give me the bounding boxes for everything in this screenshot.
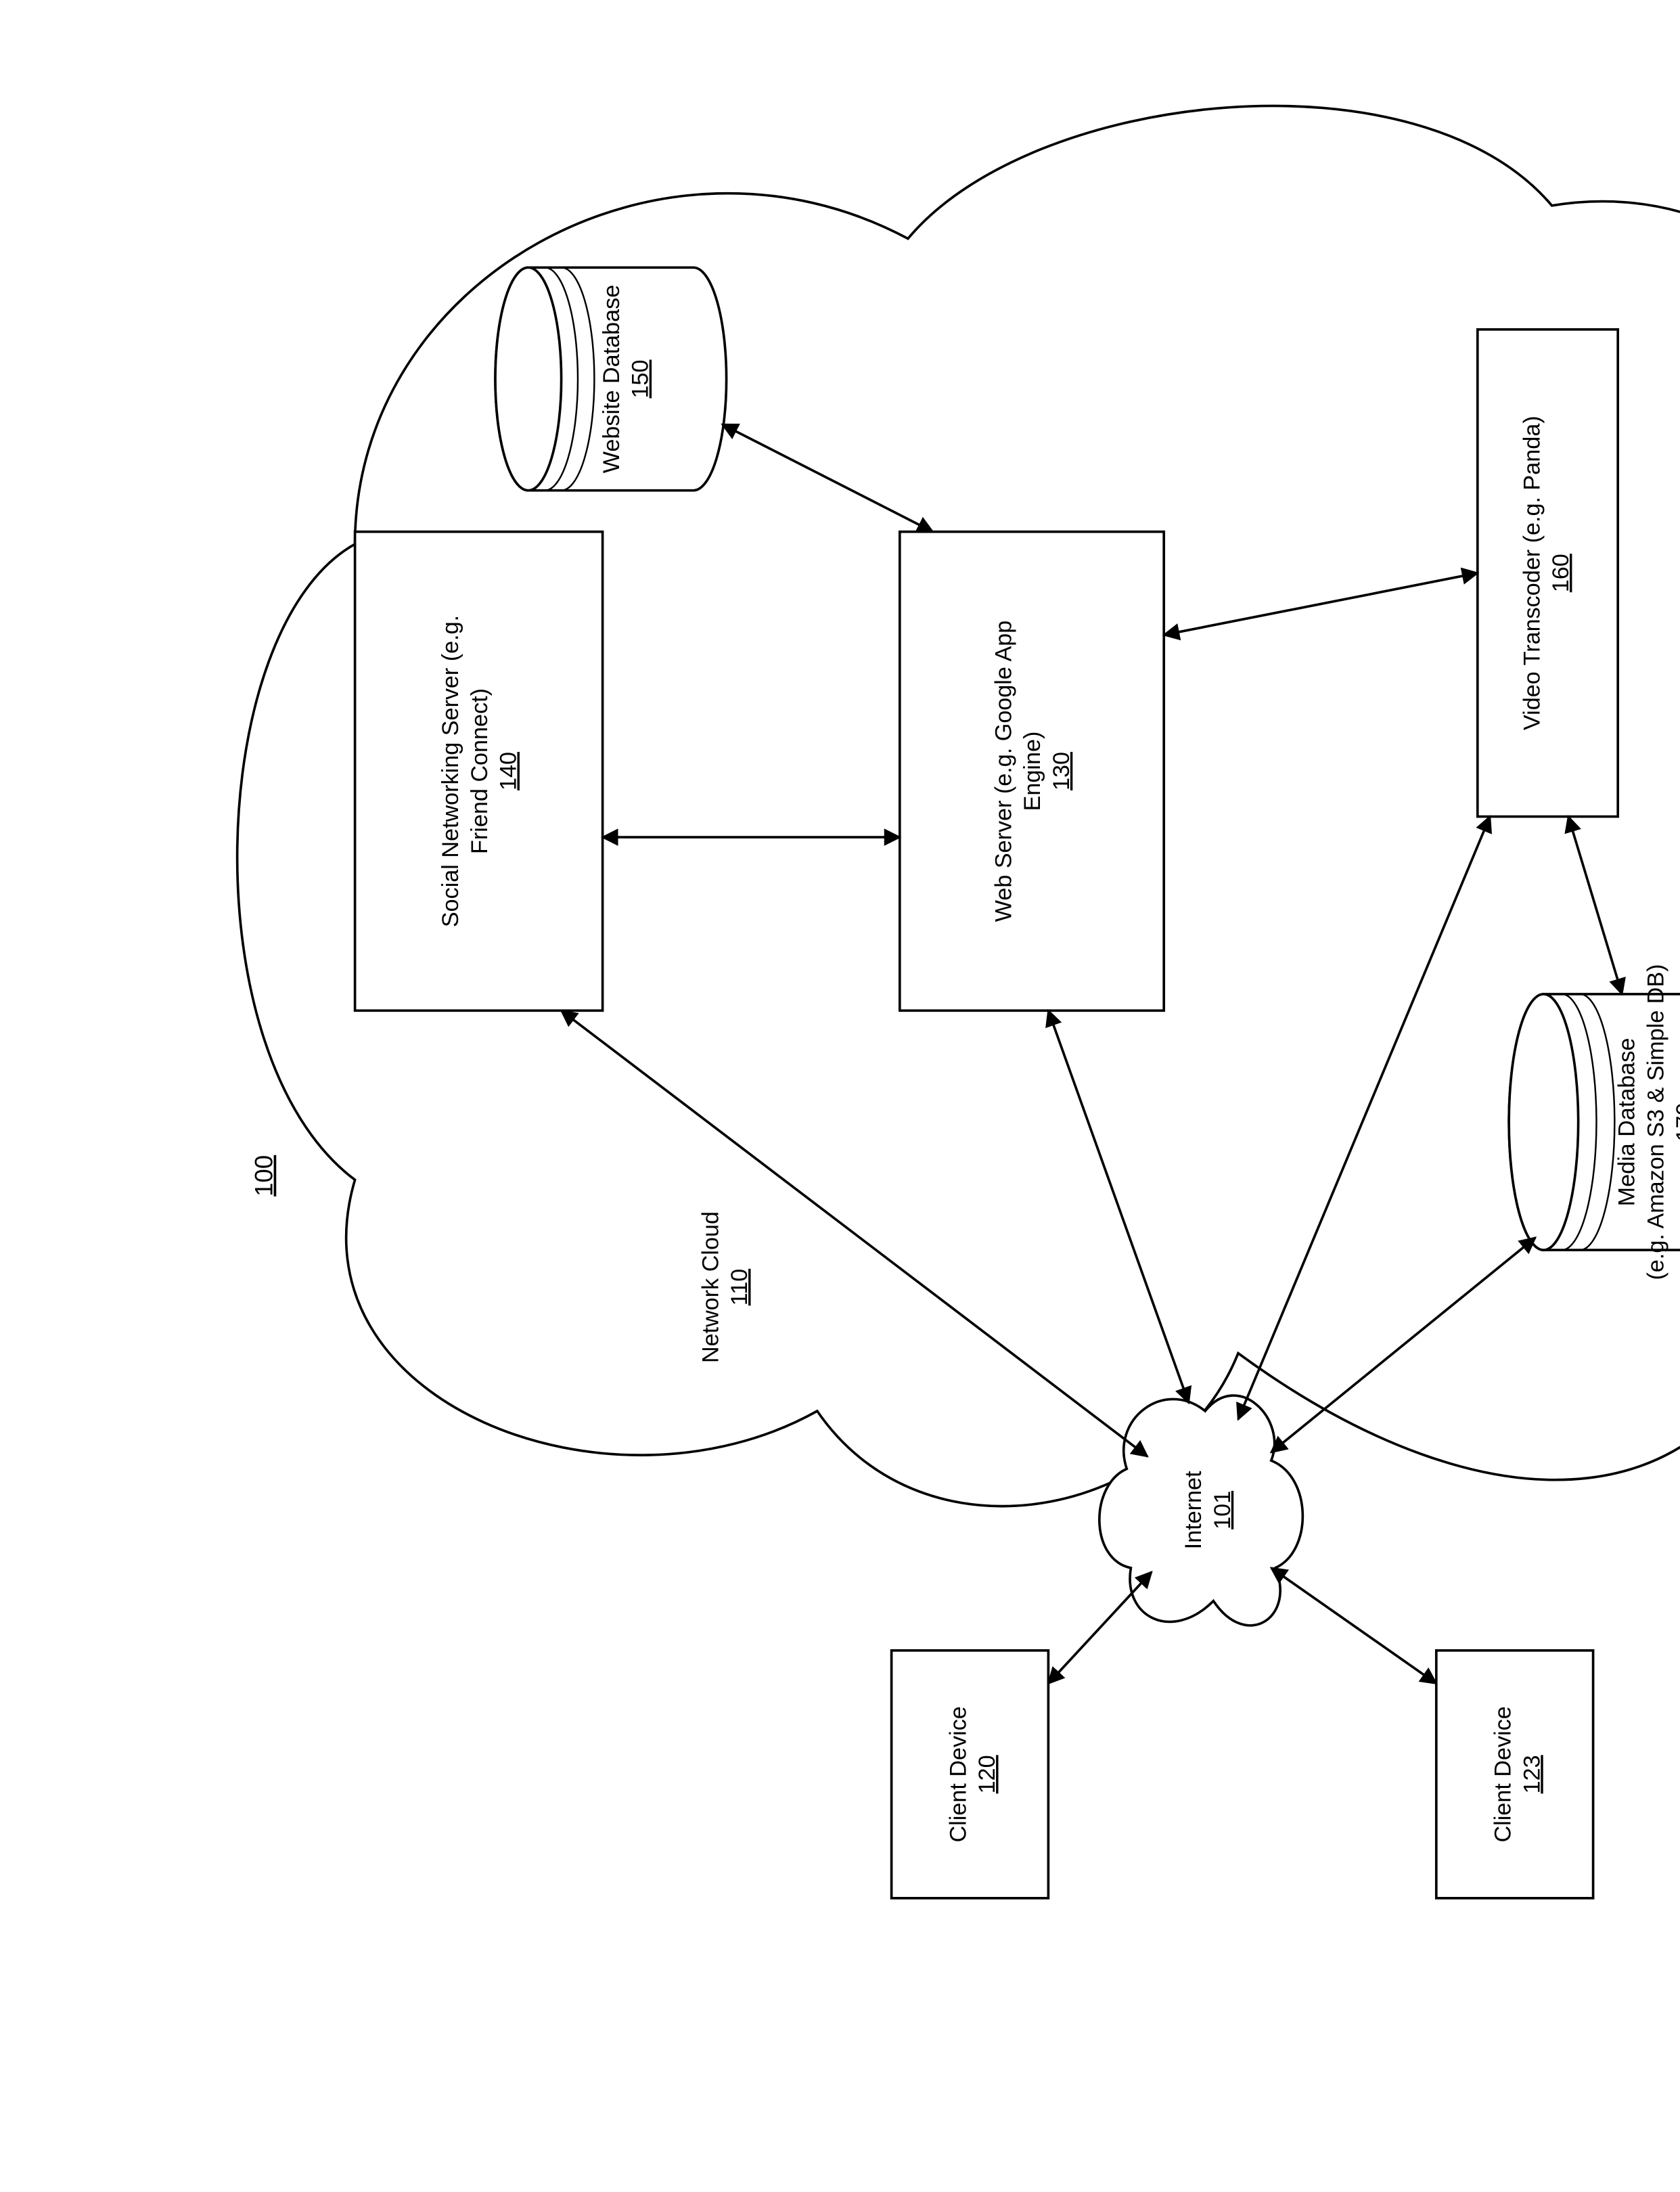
website-db-label: Website Database: [599, 285, 625, 473]
web-ref: 130: [1049, 752, 1074, 790]
edge-internet-transcoder: [1238, 817, 1490, 1420]
transcoder-label: Video Transcoder (e.g. Panda): [1519, 416, 1545, 730]
client-device-120: Client Device 120: [892, 1651, 1049, 1898]
media-db: Media Database (e.g. Amazon S3 & Simple …: [1509, 964, 1680, 1280]
client-device-123: Client Device 123: [1436, 1651, 1593, 1898]
social-ref: 140: [495, 752, 521, 790]
web-label2: Engine): [1020, 732, 1045, 811]
network-cloud-label: Network Cloud: [698, 1211, 723, 1363]
network-cloud-ref: 110: [727, 1269, 752, 1305]
web-server-box: Web Server (e.g. Google App Engine) 130: [900, 532, 1164, 1011]
client1-label: Client Device: [945, 1706, 971, 1842]
edge-client1-internet: [1048, 1572, 1152, 1684]
edge-internet-web: [1048, 1010, 1188, 1403]
system-ref: 100: [250, 1155, 278, 1196]
edge-transcoder-mediadb: [1568, 817, 1622, 994]
edge-internet-mediadb: [1271, 1238, 1535, 1452]
edge-internet-social: [562, 1010, 1148, 1456]
client1-ref: 120: [974, 1755, 1000, 1793]
website-db: Website Database 150: [495, 267, 727, 490]
diagram-canvas: Network Cloud 110 100 Internet 101 Clien…: [0, 0, 1680, 2192]
edge-client2-internet: [1271, 1568, 1436, 1684]
website-db-ref: 150: [628, 360, 654, 399]
transcoder-ref: 160: [1548, 554, 1574, 592]
social-server-box: Social Networking Server (e.g. Friend Co…: [355, 532, 603, 1011]
internet-ref: 101: [1210, 1491, 1235, 1529]
web-label1: Web Server (e.g. Google App: [991, 621, 1017, 922]
transcoder-box: Video Transcoder (e.g. Panda) 160: [1478, 330, 1618, 817]
media-db-ref: 170: [1672, 1103, 1680, 1142]
edge-web-websitedb: [723, 424, 933, 532]
media-db-label1: Media Database: [1614, 1038, 1640, 1207]
social-label1: Social Networking Server (e.g.: [438, 615, 463, 927]
internet-label: Internet: [1181, 1471, 1206, 1549]
client2-label: Client Device: [1491, 1706, 1516, 1842]
edge-web-transcoder: [1164, 573, 1478, 635]
social-label2: Friend Connect): [467, 688, 493, 854]
client2-ref: 123: [1519, 1755, 1545, 1793]
media-db-label2: (e.g. Amazon S3 & Simple DB): [1643, 964, 1668, 1280]
